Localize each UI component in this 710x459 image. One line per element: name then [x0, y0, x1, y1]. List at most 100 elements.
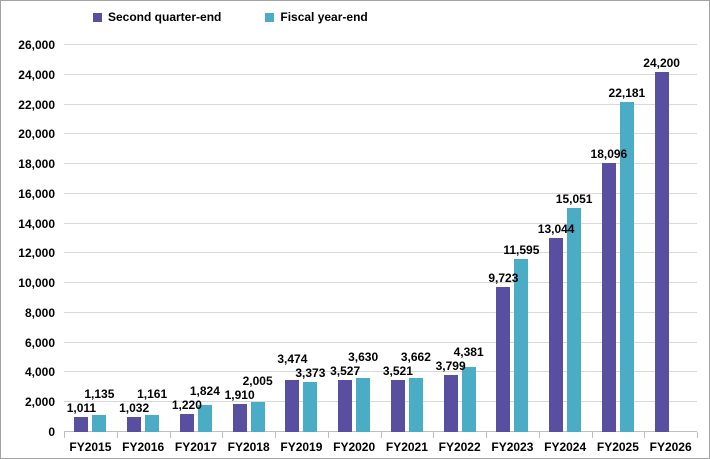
gridline: [64, 133, 697, 135]
data-label-fiscal-year-end: 3,662: [400, 349, 431, 364]
y-axis-tick-label: 12,000: [18, 246, 55, 261]
bar-groups: 1,011 1,135 FY2015 1,032 1,161 FY2016 1,220 1,8…: [64, 45, 698, 454]
bar-fiscal-year-end: [619, 101, 634, 432]
bar-fiscal-year-end: [197, 404, 212, 432]
bar-fiscal-year-end: [514, 259, 529, 432]
data-label-second-quarter-end: 3,474: [277, 351, 308, 366]
category-group-fy2017: 1,220 1,824 FY2017: [170, 45, 223, 454]
data-label-fiscal-year-end: 1,135: [84, 386, 115, 401]
x-axis-category-label: FY2016: [122, 440, 165, 454]
data-label-fiscal-year-end: 2,005: [242, 373, 273, 388]
data-label-second-quarter-end: 24,200: [643, 55, 680, 70]
data-label-fiscal-year-end: 15,051: [555, 191, 593, 206]
data-label-second-quarter-end: 9,723: [488, 271, 519, 286]
y-axis-tick-label: 22,000: [18, 97, 55, 112]
plot-area: 0 2,000 4,000 6,000 8,000 10,000 12,000 14,000 1…: [18, 39, 698, 454]
legend-label: Second quarter-end: [108, 10, 222, 24]
gridline: [64, 282, 697, 284]
data-label-fiscal-year-end: 1,161: [137, 386, 168, 401]
gridline: [64, 371, 697, 373]
category-group-fy2018: 1,910 2,005 FY2018: [222, 45, 276, 454]
y-axis-tick-label: 0: [48, 425, 55, 439]
bar-second-quarter-end: [338, 379, 353, 432]
x-axis-category-label: FY2021: [385, 440, 428, 454]
data-label-fiscal-year-end: 4,381: [453, 345, 484, 360]
data-label-second-quarter-end: 18,096: [590, 146, 628, 161]
gridline: [64, 163, 697, 165]
bar-second-quarter-end: [74, 416, 89, 432]
y-axis-tick-label: 14,000: [18, 216, 55, 231]
bar-fiscal-year-end: [408, 377, 423, 432]
x-axis-category-label: FY2015: [69, 440, 112, 454]
bar-second-quarter-end: [127, 416, 142, 432]
y-axis-tick-label: 24,000: [18, 67, 55, 82]
bar-fiscal-year-end: [303, 381, 318, 432]
bar-fiscal-year-end: [145, 414, 160, 432]
y-axis-tick-label: 16,000: [18, 186, 55, 201]
data-label-second-quarter-end: 3,799: [435, 359, 466, 374]
bar-fiscal-year-end: [567, 207, 582, 432]
data-label-second-quarter-end: 1,011: [66, 400, 97, 415]
data-label-second-quarter-end: 3,527: [330, 363, 361, 378]
legend-swatch-icon: [93, 12, 102, 22]
data-label-fiscal-year-end: 11,595: [503, 243, 540, 258]
bar-second-quarter-end: [496, 287, 511, 432]
category-group-fy2022: 3,799 4,381 FY2022: [433, 45, 487, 454]
bar-second-quarter-end: [285, 380, 300, 432]
category-group-fy2024: 13,044 15,051 FY2024: [537, 45, 593, 454]
y-axis-tick-label: 8,000: [24, 305, 55, 320]
category-group-fy2025: 18,096 22,181 FY2025: [590, 45, 646, 454]
x-axis-line: [64, 431, 697, 432]
bar-second-quarter-end: [654, 71, 669, 432]
y-axis-tick-label: 10,000: [18, 276, 55, 291]
gridline: [64, 311, 697, 313]
bar-fiscal-year-end: [250, 402, 265, 432]
category-group-fy2023: 9,723 11,595 FY2023: [486, 45, 540, 454]
category-group-fy2021: 3,521 3,662 FY2021: [381, 45, 434, 454]
data-label-second-quarter-end: 1,910: [224, 387, 255, 402]
bar-second-quarter-end: [179, 413, 194, 432]
category-group-fy2019: 3,474 3,373 FY2019: [275, 45, 329, 454]
x-axis-category-label: FY2017: [174, 440, 217, 454]
x-axis-category-label: FY2022: [438, 440, 481, 454]
data-label-second-quarter-end: 13,044: [537, 221, 575, 236]
x-axis-category-label: FY2020: [333, 440, 376, 454]
data-label-fiscal-year-end: 1,824: [189, 383, 220, 398]
category-group-fy2015: 1,011 1,135 FY2015: [64, 45, 118, 454]
gridline: [64, 44, 697, 45]
bar-second-quarter-end: [601, 162, 616, 432]
legend-label: Fiscal year-end: [280, 10, 368, 24]
gridline: [64, 73, 697, 75]
y-axis-tick-label: 2,000: [24, 395, 55, 410]
bar-second-quarter-end: [549, 237, 564, 432]
gridline: [64, 103, 697, 105]
y-axis-tick-label: 18,000: [18, 157, 55, 172]
x-axis-category-label: FY2024: [544, 440, 587, 454]
y-axis-tick-label: 20,000: [18, 127, 55, 142]
legend-item-fiscal-year-end: Fiscal year-end: [265, 10, 368, 24]
bar-second-quarter-end: [443, 375, 458, 432]
y-axis-tick-label: 6,000: [24, 335, 55, 350]
bar-second-quarter-end: [390, 379, 405, 432]
data-label-second-quarter-end: 3,521: [382, 363, 413, 378]
data-label-second-quarter-end: 1,032: [119, 400, 150, 415]
data-label-fiscal-year-end: 22,181: [608, 85, 646, 100]
x-axis-category-label: FY2018: [227, 440, 270, 454]
data-label-fiscal-year-end: 3,630: [348, 349, 379, 364]
x-axis-category-label: FY2019: [280, 440, 323, 454]
gridline: [64, 341, 697, 343]
bar-second-quarter-end: [232, 403, 247, 432]
x-axis-category-label: FY2026: [649, 440, 692, 454]
bar-fiscal-year-end: [461, 366, 476, 432]
chart-legend: Second quarter-end Fiscal year-end: [93, 10, 368, 24]
data-label-second-quarter-end: 1,220: [171, 397, 202, 412]
category-group-fy2016: 1,032 1,161 FY2016: [117, 45, 171, 454]
x-axis-category-label: FY2025: [596, 440, 639, 454]
bar-fiscal-year-end: [356, 377, 371, 432]
x-axis-category-label: FY2023: [491, 440, 534, 454]
y-axis-tick-label: 4,000: [24, 365, 55, 380]
gridline: [64, 192, 697, 194]
data-label-fiscal-year-end: 3,373: [295, 365, 326, 380]
legend-item-second-quarter-end: Second quarter-end: [93, 10, 221, 24]
